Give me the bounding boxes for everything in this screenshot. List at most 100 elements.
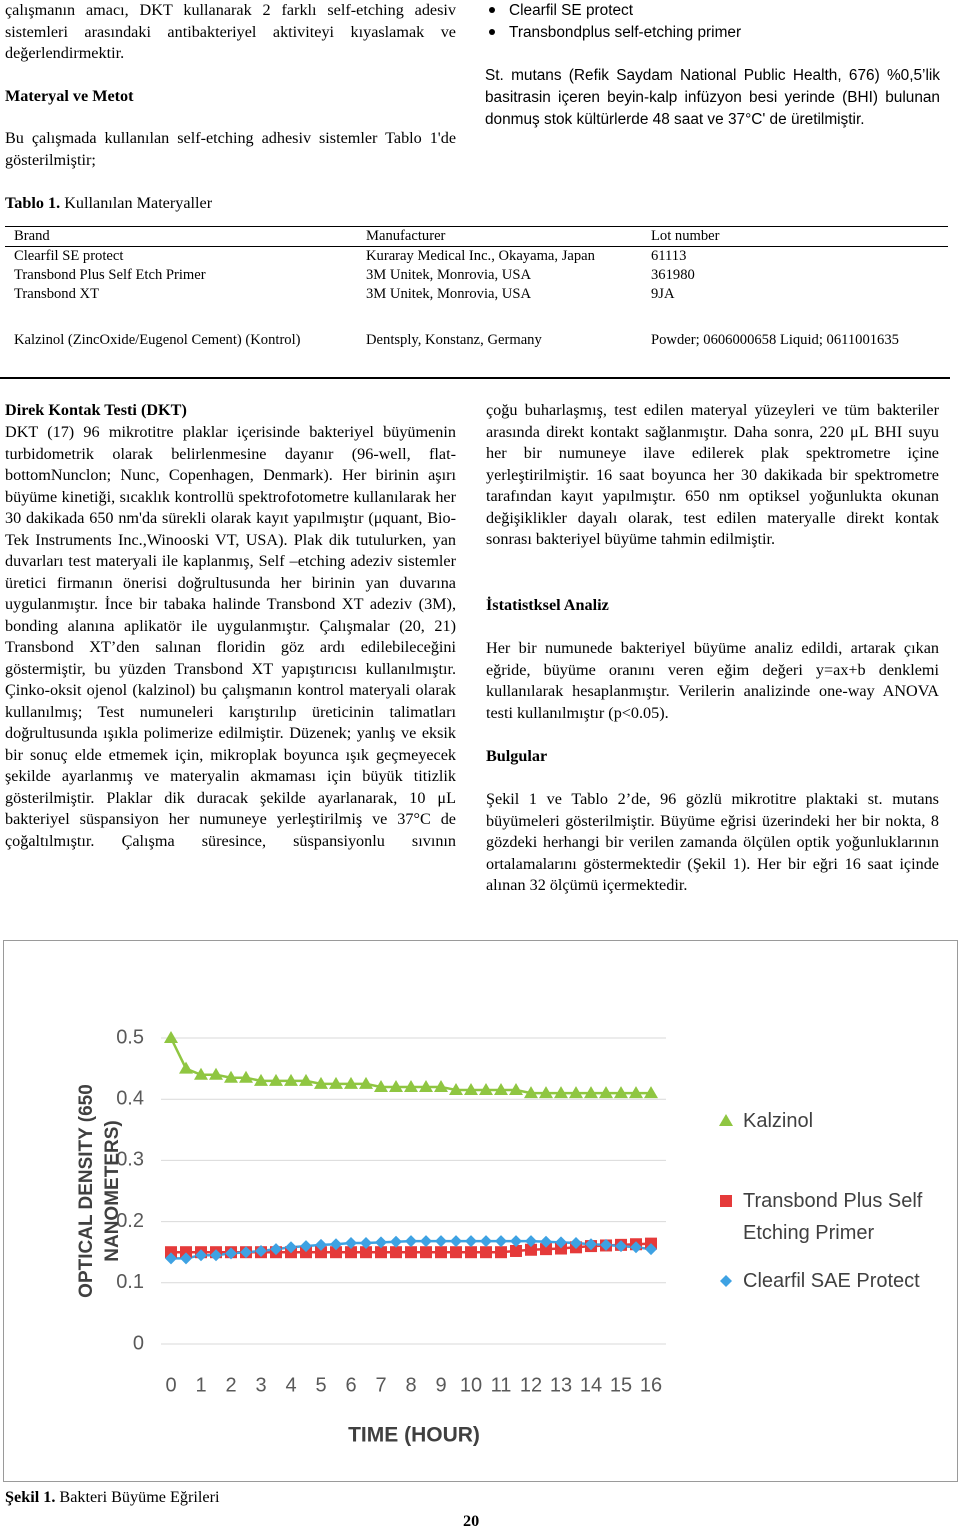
data-point xyxy=(540,1235,552,1248)
table-cell: Clearfil SE protect xyxy=(14,248,124,264)
data-point xyxy=(225,1247,237,1260)
data-point xyxy=(555,1242,567,1255)
x-tick-label: 13 xyxy=(550,1374,572,1396)
x-tick-label: 12 xyxy=(520,1374,542,1396)
data-point xyxy=(224,1070,238,1083)
data-point xyxy=(525,1243,537,1256)
section-heading: Bulgular xyxy=(486,747,548,765)
figure: 0 0.1 0.2 0.3 0.4 0.5 0 1 2 3 4 5 6 7 8 9 10 11 12 13 14 15 16… xyxy=(3,940,958,1482)
x-tick-label: 9 xyxy=(435,1374,446,1396)
table: Brand Manufacturer Lot number Clearfil SE p… xyxy=(0,0,960,400)
data-point xyxy=(270,1243,282,1256)
data-point xyxy=(300,1246,312,1259)
y-tick-label: 0.5 xyxy=(116,1026,144,1048)
data-point xyxy=(524,1086,538,1099)
figure-label: Şekil 1. xyxy=(5,1488,56,1506)
table-rule xyxy=(0,377,950,379)
data-point xyxy=(599,1086,613,1099)
paragraph: çoğu buharlaşmış, test edilen materyal y… xyxy=(486,401,939,548)
section-heading: İstatistksel Analiz xyxy=(486,596,609,614)
y-tick-label: 0.2 xyxy=(116,1210,144,1232)
y-tick-label: 0.1 xyxy=(116,1271,144,1293)
table-cell: Transbond Plus Self Etch Primer xyxy=(14,267,206,283)
data-point xyxy=(629,1086,643,1099)
data-point xyxy=(420,1235,432,1248)
data-point xyxy=(540,1243,552,1256)
bullet-list: Clearfil SE protect Transbondplus self-et… xyxy=(485,0,940,44)
table-cell: Kalzinol (ZincOxide/Eugenol Cement) (Kon… xyxy=(14,332,301,348)
x-tick-label: 0 xyxy=(165,1374,176,1396)
data-point xyxy=(495,1246,507,1259)
data-point xyxy=(450,1235,462,1248)
bullet xyxy=(489,6,495,13)
data-point xyxy=(284,1073,298,1086)
data-point xyxy=(494,1083,508,1096)
x-tick-label: 14 xyxy=(580,1374,602,1396)
data-point xyxy=(480,1235,492,1248)
table-cell: 3M Unitek, Monrovia, USA xyxy=(366,286,531,302)
data-point xyxy=(405,1246,417,1259)
legend-marker xyxy=(720,1275,732,1287)
data-point xyxy=(164,1031,178,1043)
bullet-item: Clearfil SE protect xyxy=(485,0,940,22)
bullet-item: Transbondplus self-etching primer xyxy=(485,22,940,44)
x-tick-label: 6 xyxy=(345,1374,356,1396)
y-axis-label: OPTICAL DENSITY (650 NANOMETERS) xyxy=(76,1084,123,1298)
data-point xyxy=(389,1079,403,1092)
data-point xyxy=(314,1076,328,1089)
table-label: Tablo 1. xyxy=(5,194,61,212)
x-tick-label: 15 xyxy=(610,1374,632,1396)
data-point xyxy=(615,1240,627,1253)
data-point xyxy=(374,1079,388,1092)
x-axis-label: TIME (HOUR) xyxy=(348,1424,480,1447)
figure-caption: Şekil 1. Bakteri Büyüme Eğrileri xyxy=(5,1487,219,1509)
x-tick-label: 7 xyxy=(375,1374,386,1396)
data-point xyxy=(419,1079,433,1092)
x-tick-label: 16 xyxy=(640,1374,662,1396)
y-tick-label: 0.4 xyxy=(116,1087,144,1109)
data-point xyxy=(644,1086,658,1099)
data-point xyxy=(570,1237,582,1250)
section-heading: Direk Kontak Testi (DKT) xyxy=(5,401,187,419)
data-point xyxy=(404,1079,418,1092)
data-point xyxy=(450,1246,462,1259)
data-point xyxy=(585,1238,597,1251)
data-point xyxy=(479,1083,493,1096)
data-point xyxy=(239,1070,253,1083)
table-header-cell: Manufacturer xyxy=(366,228,446,244)
legend-marker xyxy=(720,1195,732,1207)
data-point xyxy=(194,1067,208,1080)
data-point xyxy=(330,1238,342,1251)
data-point xyxy=(569,1086,583,1099)
paragraph: Şekil 1 ve Tablo 2’de, 96 gözlü mikrotit… xyxy=(486,790,939,894)
table-cell: Powder; 0606000658 Liquid; 0611001635 xyxy=(651,332,899,348)
data-point xyxy=(254,1073,268,1086)
data-point xyxy=(420,1246,432,1259)
paragraph: St. mutans (Refik Saydam National Public… xyxy=(485,67,940,128)
data-point xyxy=(390,1235,402,1248)
bullet-text: Clearfil SE protect xyxy=(509,2,634,19)
data-point xyxy=(465,1235,477,1248)
table-cell: Kuraray Medical Inc., Okayama, Japan xyxy=(366,248,595,264)
data-point xyxy=(179,1061,193,1074)
page-number: 20 xyxy=(463,1512,480,1530)
caption-text: Bakteri Büyüme Eğrileri xyxy=(59,1488,220,1506)
x-tick-label: 3 xyxy=(255,1374,266,1396)
data-point xyxy=(315,1238,327,1251)
data-point xyxy=(525,1235,537,1248)
data-point xyxy=(299,1073,313,1086)
data-point xyxy=(359,1076,373,1089)
data-point xyxy=(345,1246,357,1259)
data-point xyxy=(329,1076,343,1089)
data-point xyxy=(464,1083,478,1096)
data-point xyxy=(405,1235,417,1248)
section-heading: Materyal ve Metot xyxy=(5,87,134,105)
data-point xyxy=(180,1246,192,1259)
data-point xyxy=(480,1246,492,1259)
data-point xyxy=(584,1086,598,1099)
data-point xyxy=(555,1236,567,1249)
data-point xyxy=(495,1235,507,1248)
data-point xyxy=(180,1252,192,1265)
data-point xyxy=(255,1244,267,1257)
paragraph: Her bir numunede bakteriyel büyüme anali… xyxy=(486,639,939,722)
